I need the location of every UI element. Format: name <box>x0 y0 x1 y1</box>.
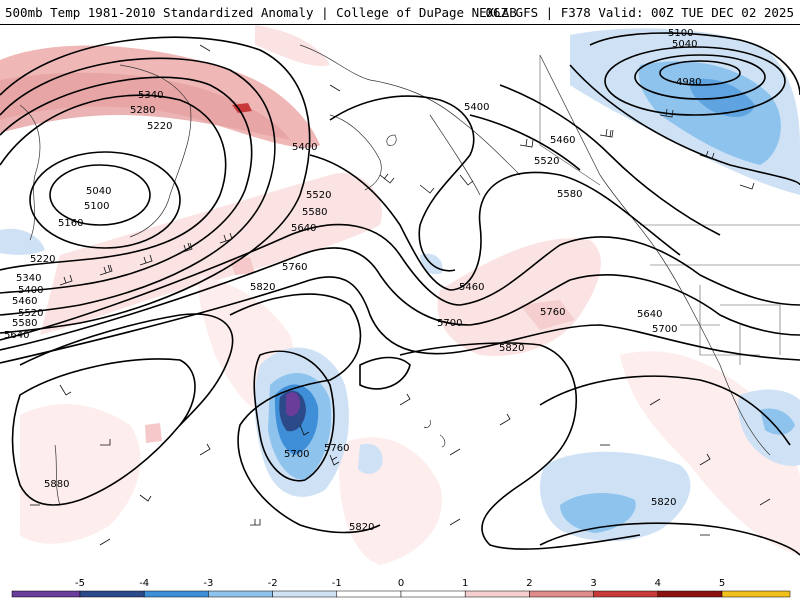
model-run-info: 06Z GFS | F378 Valid: 00Z TUE DEC 02 202… <box>485 5 794 20</box>
contour-label: 5700 <box>284 449 309 460</box>
contour-label: 5880 <box>44 479 69 490</box>
contour-label: 5520 <box>534 156 559 167</box>
contour-label: 5580 <box>12 318 37 329</box>
colorbar-tick-label: 4 <box>655 578 661 589</box>
contour-label: 5760 <box>282 262 307 273</box>
colorbar-tick-labels: -5 -4 -3 -2 -1 0 1 2 3 4 5 <box>75 578 725 589</box>
wind-barbs <box>30 44 771 546</box>
political-borders <box>539 55 800 365</box>
contour-label: 5520 <box>18 308 43 319</box>
colorbar-tick-label: -5 <box>75 578 85 589</box>
contour-label: 5460 <box>550 135 575 146</box>
contour-label: 5520 <box>306 190 331 201</box>
colorbar-tick-label: 0 <box>398 578 404 589</box>
contour-label: 5400 <box>18 285 43 296</box>
colorbar-tick-label: -2 <box>268 578 278 589</box>
contour-label: 5760 <box>324 443 349 454</box>
contour-label: 5820 <box>349 522 374 533</box>
contour-label: 5820 <box>250 282 275 293</box>
colorbar-tick-label: 1 <box>462 578 468 589</box>
weather-map[interactable]: 5100 5040 4980 5340 5280 5220 5040 5100 … <box>0 25 800 576</box>
contour-label: 5700 <box>652 324 677 335</box>
colorbar-block <box>336 590 402 598</box>
colorbar-block <box>208 590 273 598</box>
colorbar-svg: -5 -4 -3 -2 -1 0 1 2 3 4 5 <box>11 578 791 598</box>
contour-label: 5640 <box>291 223 316 234</box>
map-title: 500mb Temp 1981-2010 Standardized Anomal… <box>5 5 517 20</box>
contour-label: 5460 <box>459 282 484 293</box>
contour-label: 4980 <box>676 77 701 88</box>
contour-labels: 5100 5040 4980 5340 5280 5220 5040 5100 … <box>4 28 701 533</box>
colorbar-block <box>79 590 145 598</box>
colorbar-tick-label: 3 <box>590 578 596 589</box>
contour-label: 5400 <box>464 102 489 113</box>
contour-label: 5460 <box>12 296 37 307</box>
coastlines <box>19 44 771 506</box>
contour-label: 5040 <box>86 186 111 197</box>
colorbar-block <box>143 590 209 598</box>
contour-label: 5340 <box>138 90 163 101</box>
contour-label: 5760 <box>540 307 565 318</box>
map-header: 500mb Temp 1981-2010 Standardized Anomal… <box>0 0 800 25</box>
colorbar-block <box>272 590 338 598</box>
anomaly-colorbar: -5 -4 -3 -2 -1 0 1 2 3 4 5 <box>0 576 800 600</box>
contour-label: 5040 <box>672 39 697 50</box>
colorbar-block <box>464 590 530 598</box>
contour-label: 5640 <box>637 309 662 320</box>
contour-label: 5700 <box>437 318 462 329</box>
cold-anomaly-shading <box>0 28 800 542</box>
colorbar-block <box>400 590 466 598</box>
colorbar-block <box>657 590 723 598</box>
contour-label: 5820 <box>499 343 524 354</box>
contour-label: 5220 <box>147 121 172 132</box>
colorbar-tick-label: -4 <box>139 578 149 589</box>
colorbar-block <box>593 590 659 598</box>
height-contours <box>0 32 800 556</box>
contour-label: 5340 <box>16 273 41 284</box>
contour-label: 5100 <box>84 201 109 212</box>
contour-label: 5820 <box>651 497 676 508</box>
contour-label: 5280 <box>130 105 155 116</box>
contour-label: 5160 <box>58 218 83 229</box>
colorbar-tick-label: -3 <box>203 578 213 589</box>
contour-label: 5580 <box>302 207 327 218</box>
colorbar-blocks <box>11 590 791 598</box>
colorbar-block <box>529 590 594 598</box>
contour-label: 5400 <box>292 142 317 153</box>
contour-label: 5100 <box>668 28 693 39</box>
colorbar-tick-label: 2 <box>526 578 532 589</box>
map-canvas: 5100 5040 4980 5340 5280 5220 5040 5100 … <box>0 25 800 565</box>
contour-label: 5640 <box>4 330 29 341</box>
colorbar-block <box>721 590 791 598</box>
contour-label: 5220 <box>30 254 55 265</box>
colorbar-block <box>11 590 81 598</box>
colorbar-tick-label: 5 <box>719 578 725 589</box>
contour-label: 5580 <box>557 189 582 200</box>
colorbar-tick-label: -1 <box>332 578 342 589</box>
